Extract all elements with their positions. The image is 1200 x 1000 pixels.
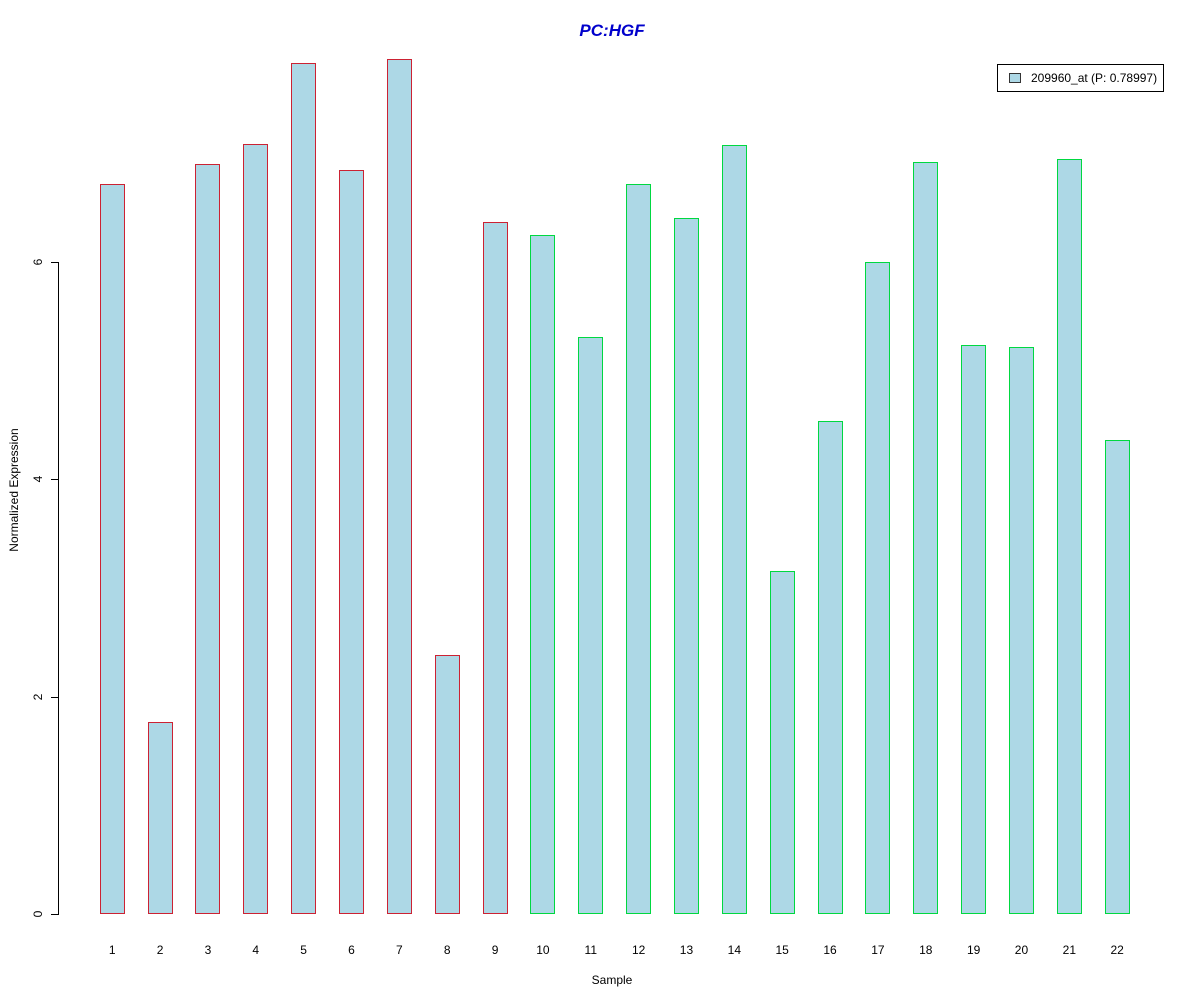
x-tick-label: 16	[823, 943, 837, 957]
bar-sample-20	[1008, 346, 1034, 914]
x-tick-label: 15	[775, 943, 789, 957]
bar-sample-7	[386, 58, 412, 914]
y-tick-mark	[51, 479, 58, 481]
bar-sample-10	[530, 234, 556, 914]
y-axis-title: Normalized Expression	[7, 428, 21, 552]
x-tick-label: 14	[727, 943, 742, 957]
bar-sample-13	[673, 218, 699, 914]
bar-sample-14	[721, 145, 747, 914]
bar-sample-11	[578, 336, 604, 914]
bar-sample-9	[482, 221, 508, 914]
y-axis-line	[58, 261, 59, 915]
y-tick-label: 4	[31, 475, 45, 483]
bar-sample-12	[626, 183, 652, 914]
x-tick-label: 22	[1110, 943, 1124, 957]
x-tick-label: 18	[919, 943, 933, 957]
x-tick-label: 5	[300, 943, 307, 957]
bar-sample-17	[865, 261, 891, 914]
bar-sample-18	[913, 161, 939, 914]
y-tick-mark	[51, 696, 58, 698]
x-tick-label: 20	[1014, 943, 1029, 957]
legend: 209960_at (P: 0.78997)	[997, 64, 1164, 92]
legend-swatch-icon	[1009, 73, 1021, 83]
x-tick-label: 8	[443, 943, 451, 957]
bar-sample-5	[291, 62, 317, 914]
bar-sample-21	[1056, 158, 1082, 914]
x-axis-title: Sample	[591, 973, 633, 987]
bar-sample-8	[434, 655, 460, 914]
x-tick-label: 4	[252, 943, 260, 957]
y-tick-mark	[51, 261, 58, 263]
y-tick-mark	[51, 914, 58, 915]
x-tick-label: 6	[348, 943, 355, 957]
legend-label: 209960_at (P: 0.78997)	[1031, 71, 1158, 85]
bar-sample-19	[961, 345, 987, 914]
bar-sample-15	[769, 570, 795, 914]
x-tick-label: 7	[395, 943, 403, 957]
bar-sample-4	[243, 144, 269, 914]
x-tick-label: 17	[871, 943, 885, 957]
chart-title: PC:HGF	[579, 21, 645, 40]
y-tick-label: 2	[31, 693, 45, 700]
x-tick-label: 21	[1062, 943, 1077, 957]
x-tick-label: 1	[108, 943, 116, 957]
x-tick-label: 12	[631, 943, 646, 957]
x-tick-label: 9	[491, 943, 499, 957]
x-tick-label: 2	[156, 943, 164, 957]
x-tick-label: 13	[679, 943, 694, 957]
bar-sample-16	[817, 420, 843, 914]
bar-sample-22	[1104, 440, 1130, 914]
bar-sample-3	[195, 163, 221, 914]
x-tick-label: 11	[584, 943, 597, 957]
x-tick-label: 19	[966, 943, 981, 957]
y-tick-label: 0	[31, 910, 45, 918]
bar-sample-1	[99, 183, 125, 914]
x-tick-label: 3	[204, 943, 212, 957]
y-tick-label: 6	[31, 258, 45, 266]
bar-sample-6	[338, 170, 364, 914]
x-tick-label: 10	[536, 943, 550, 957]
bar-sample-2	[147, 721, 173, 914]
